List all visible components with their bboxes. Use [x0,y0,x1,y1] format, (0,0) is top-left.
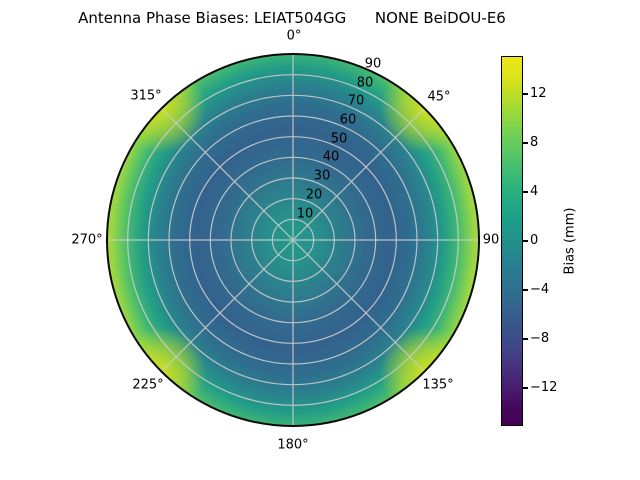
polar-grid [107,54,479,426]
chart-title: Antenna Phase Biases: LEIAT504GG NONE Be… [78,9,506,27]
angle-tick-label-225: 225° [132,377,164,393]
colorbar-tickmark [523,93,528,95]
radial-tick-label-60: 60 [339,112,357,128]
angle-tick-label-45: 45° [427,89,451,105]
angle-tick-label-135: 135° [422,377,454,393]
radial-tick-label-10: 10 [296,206,314,222]
colorbar-tick-label-m4: −4 [530,282,550,297]
colorbar-tick-label-m8: −8 [530,331,550,346]
radial-tick-label-50: 50 [330,131,348,147]
angle-tick-label-90: 90 [482,232,500,248]
radial-tick-label-90: 90 [364,56,382,72]
angular-gridline [161,108,425,372]
colorbar-tickmark [523,289,528,291]
radial-tick-label-20: 20 [305,187,323,203]
angle-tick-label-180: 180° [277,437,309,453]
colorbar-tickmark [523,387,528,389]
colorbar-tickmark [523,191,528,193]
radial-tick-label-40: 40 [322,149,340,165]
colorbar-tick-label-4: 4 [530,184,539,199]
colorbar-tickmark [523,338,528,340]
radial-tick-label-80: 80 [356,75,374,91]
angle-tick-label-315: 315° [130,88,162,104]
colorbar [501,56,523,426]
colorbar-axis-label: Bias (mm) [562,207,578,275]
angle-tick-label-0: 0° [286,28,302,44]
colorbar-tick-label-8: 8 [530,135,539,150]
radial-tick-label-30: 30 [313,168,331,184]
polar-outline [106,53,480,427]
colorbar-tick-label-m12: −12 [530,380,558,395]
colorbar-tick-label-12: 12 [530,86,547,101]
angle-tick-label-270: 270° [71,232,103,248]
colorbar-tickmark [523,142,528,144]
radial-tick-label-70: 70 [347,93,365,109]
colorbar-tick-label-0: 0 [530,233,539,248]
colorbar-tickmark [523,240,528,242]
